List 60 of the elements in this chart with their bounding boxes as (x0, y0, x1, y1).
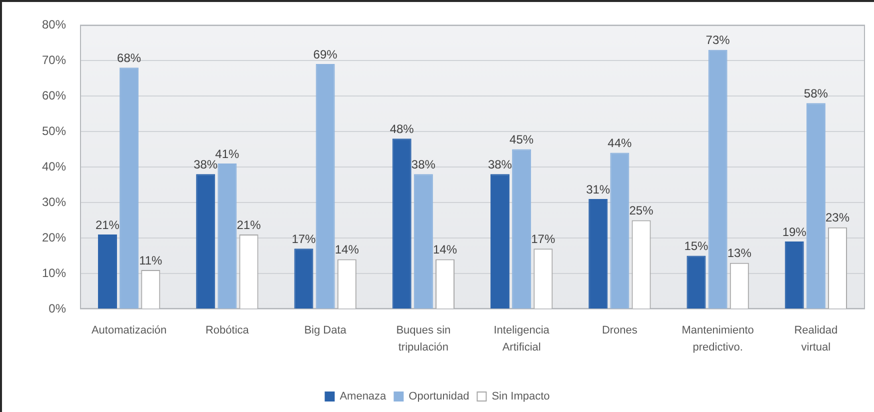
bar (120, 68, 139, 308)
data-label: 11% (139, 253, 163, 268)
x-tick-label: Automatización (91, 324, 167, 337)
data-label: 31% (586, 182, 610, 196)
legend-label: Oportunidad (408, 390, 470, 403)
y-tick-label: 30% (42, 194, 66, 209)
data-label: 21% (236, 218, 262, 232)
x-tick-label: Big Data (304, 324, 348, 337)
y-tick-label: 10% (42, 266, 66, 280)
data-label: 17% (531, 232, 556, 246)
bar (686, 256, 706, 308)
y-tick-label: 70% (42, 52, 66, 67)
bar (708, 50, 728, 308)
bar (316, 64, 335, 308)
data-label: 44% (608, 136, 632, 150)
bar (806, 103, 826, 308)
x-tick-label: Inteligencia Artificial (494, 324, 550, 354)
bar (196, 174, 216, 308)
y-tick-label: 50% (42, 124, 66, 138)
data-label: 69% (313, 47, 338, 62)
data-label: 41% (215, 146, 240, 161)
legend-label: Amenaza (340, 390, 388, 403)
data-label: 17% (292, 232, 316, 246)
y-tick-label: 20% (42, 230, 66, 244)
bar (490, 174, 510, 308)
data-label: 48% (390, 122, 414, 136)
data-label: 38% (194, 157, 218, 172)
data-label: 23% (826, 210, 850, 225)
data-label: 19% (782, 224, 807, 239)
bar (392, 138, 412, 308)
data-label: 15% (684, 239, 709, 254)
x-tick-label: Drones (602, 324, 638, 337)
bar (588, 198, 608, 308)
data-label: 25% (629, 204, 654, 218)
bar (98, 234, 117, 308)
bar (414, 174, 433, 308)
data-label: 38% (488, 157, 512, 172)
x-tick-label: Robótica (205, 324, 250, 337)
data-label: 68% (117, 50, 142, 65)
x-tick-label: Buques sin tripulación (396, 324, 451, 354)
legend-label: Sin Impacto (492, 390, 550, 403)
data-label: 73% (706, 33, 730, 48)
bar (784, 242, 804, 308)
bar (512, 149, 532, 308)
x-tick-label: Realidad virtual (794, 324, 838, 354)
bar (218, 163, 237, 308)
data-label: 21% (95, 218, 120, 232)
y-tick-label: 60% (42, 88, 66, 102)
data-label: 13% (727, 246, 752, 260)
data-label: 45% (510, 132, 534, 147)
data-label: 38% (411, 157, 436, 172)
y-tick-label: 40% (42, 159, 66, 174)
bar (610, 152, 630, 308)
y-tick-label: 0% (48, 301, 66, 316)
data-label: 14% (433, 242, 458, 257)
y-tick-label: 80% (42, 17, 66, 32)
data-label: 14% (334, 242, 360, 257)
bar (294, 248, 314, 308)
data-label: 58% (804, 86, 828, 100)
x-tick-label: Mantenimiento predictivo. (682, 324, 754, 354)
